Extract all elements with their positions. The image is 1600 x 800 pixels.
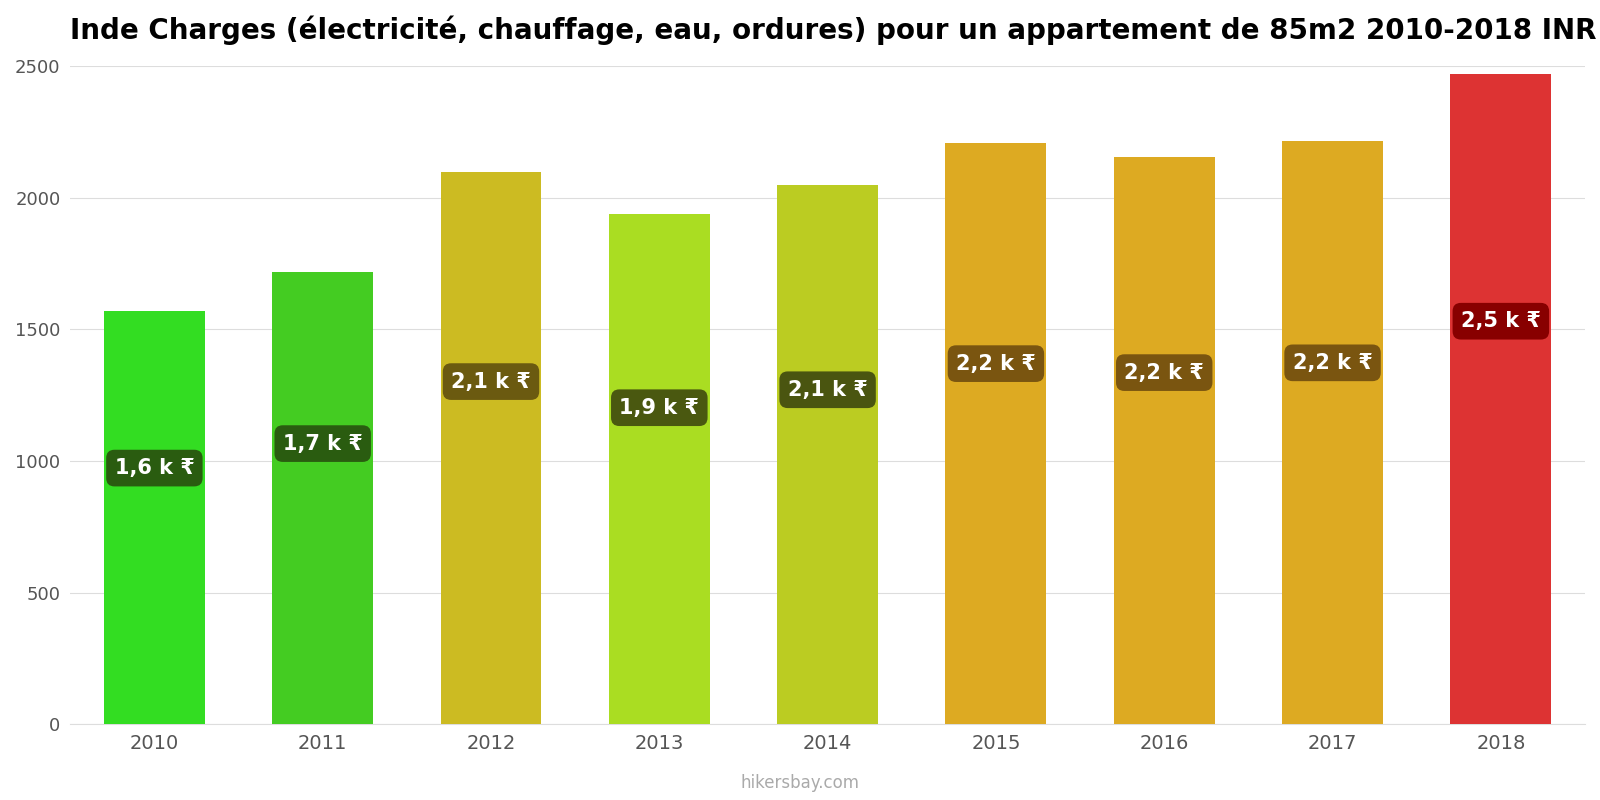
Bar [104, 311, 205, 724]
Bar [440, 171, 541, 724]
Bar [610, 214, 710, 724]
Text: 2,2 k ₹: 2,2 k ₹ [1293, 353, 1373, 373]
Text: 1,7 k ₹: 1,7 k ₹ [283, 434, 363, 454]
Text: 2,1 k ₹: 2,1 k ₹ [787, 380, 867, 400]
Bar [1114, 157, 1214, 724]
Bar [1450, 74, 1552, 724]
Text: 2,2 k ₹: 2,2 k ₹ [957, 354, 1035, 374]
Text: 2,5 k ₹: 2,5 k ₹ [1461, 311, 1541, 331]
Bar [946, 142, 1046, 724]
Bar [778, 185, 878, 724]
Text: 2,2 k ₹: 2,2 k ₹ [1125, 362, 1205, 382]
Text: Inde Charges (électricité, chauffage, eau, ordures) pour un appartement de 85m2 : Inde Charges (électricité, chauffage, ea… [70, 15, 1597, 45]
Text: 1,9 k ₹: 1,9 k ₹ [619, 398, 699, 418]
Text: 2,1 k ₹: 2,1 k ₹ [451, 371, 531, 391]
Text: hikersbay.com: hikersbay.com [741, 774, 859, 792]
Bar [272, 271, 373, 724]
Bar [1282, 142, 1382, 724]
Text: 1,6 k ₹: 1,6 k ₹ [115, 458, 194, 478]
